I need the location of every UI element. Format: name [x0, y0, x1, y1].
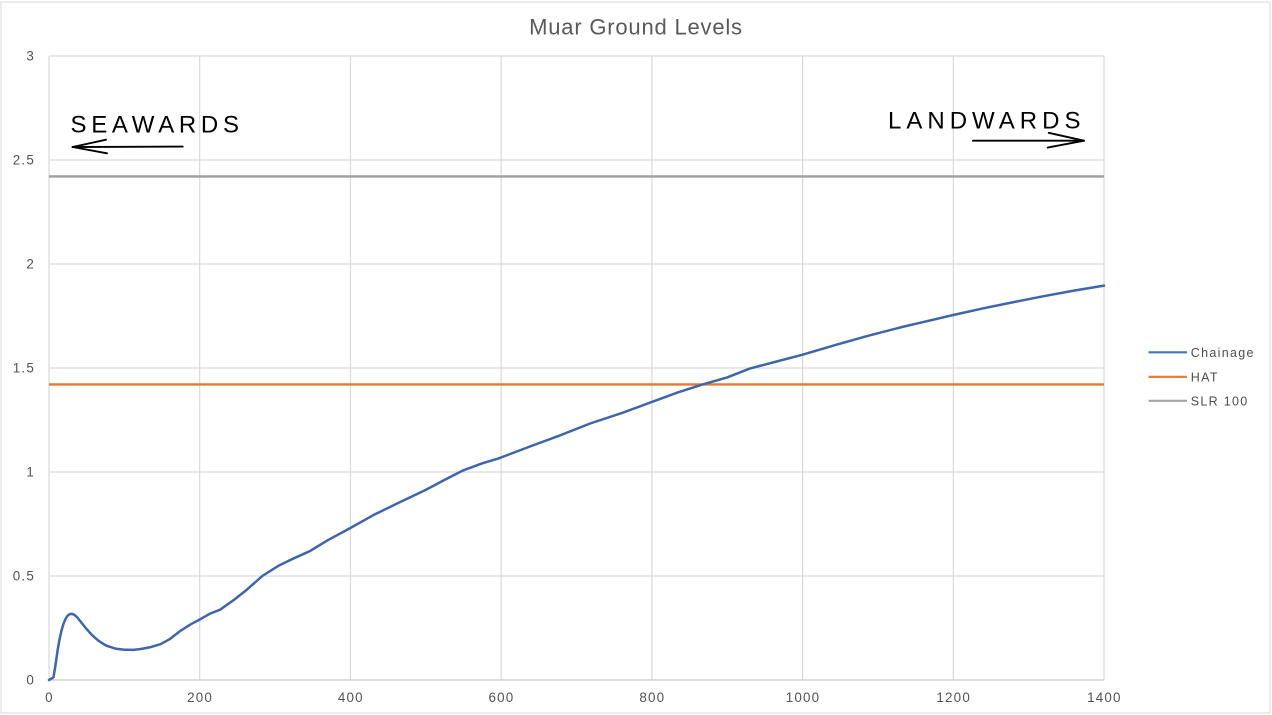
- svg-text:1200: 1200: [936, 690, 971, 705]
- svg-text:Chainage: Chainage: [1191, 346, 1255, 360]
- svg-text:1000: 1000: [786, 690, 821, 705]
- svg-text:3: 3: [26, 49, 35, 64]
- svg-text:1.5: 1.5: [13, 361, 35, 376]
- svg-text:SLR 100: SLR 100: [1191, 394, 1249, 408]
- svg-text:2: 2: [26, 257, 35, 272]
- svg-text:1: 1: [26, 465, 35, 480]
- svg-text:SEAWARDS: SEAWARDS: [71, 112, 244, 139]
- svg-text:Muar Ground Levels: Muar Ground Levels: [529, 14, 743, 39]
- svg-text:2.5: 2.5: [13, 153, 35, 168]
- svg-text:800: 800: [639, 690, 665, 705]
- svg-text:600: 600: [489, 690, 515, 705]
- svg-text:HAT: HAT: [1191, 370, 1219, 384]
- svg-text:0: 0: [26, 673, 35, 688]
- svg-text:LANDWARDS: LANDWARDS: [888, 108, 1085, 135]
- svg-text:400: 400: [338, 690, 364, 705]
- svg-text:0: 0: [45, 690, 54, 705]
- svg-text:1400: 1400: [1087, 690, 1122, 705]
- svg-text:200: 200: [187, 690, 213, 705]
- svg-text:0.5: 0.5: [13, 569, 35, 584]
